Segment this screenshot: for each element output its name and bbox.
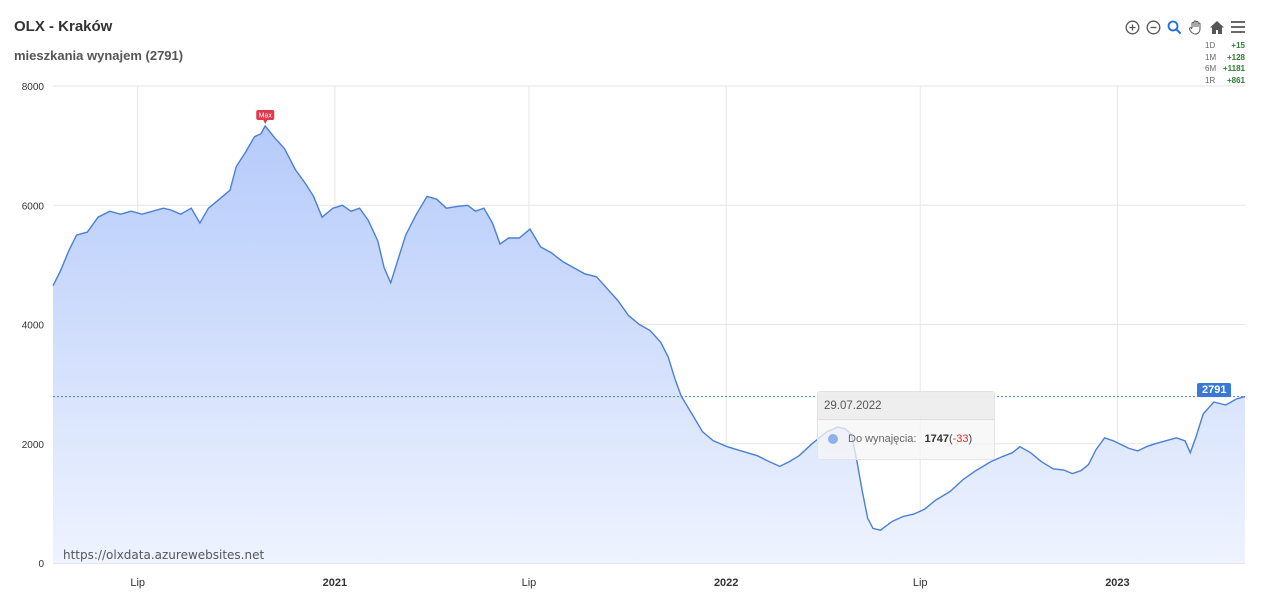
y-axis: 0 2000 4000 6000 8000 xyxy=(22,82,45,570)
period-label: 6M xyxy=(1205,64,1217,73)
menu-icon[interactable] xyxy=(1229,18,1246,36)
period-value: +1181 xyxy=(1222,64,1245,73)
data-tooltip: 29.07.2022 Do wynajęcia: 1747 (-33) xyxy=(817,391,995,460)
y-tick-label: 0 xyxy=(38,559,44,570)
y-tick-label: 4000 xyxy=(22,321,45,332)
period-changes: 1D +15 1M +128 6M +1181 1R +861 xyxy=(1205,40,1245,86)
y-tick-label: 8000 xyxy=(22,82,45,93)
period-value: +128 xyxy=(1226,52,1245,62)
period-change-row: 1M +128 xyxy=(1205,52,1245,64)
max-marker: Max xyxy=(256,109,275,124)
source-watermark: https://olxdata.azurewebsites.net xyxy=(63,548,265,562)
y-tick-label: 6000 xyxy=(22,201,45,212)
period-label: 1M xyxy=(1205,52,1217,62)
tooltip-label: Do wynajęcia: xyxy=(848,433,917,445)
last-value-badge: 2791 xyxy=(1197,383,1232,397)
chart-title: OLX - Kraków xyxy=(14,18,113,35)
period-value: +15 xyxy=(1231,41,1245,50)
x-tick-label: Lip xyxy=(522,577,537,589)
series-dot-icon xyxy=(828,434,838,444)
x-tick-label: 2023 xyxy=(1105,577,1129,589)
max-label-box xyxy=(256,109,275,120)
tooltip-date: 29.07.2022 xyxy=(818,392,994,420)
home-reset-icon[interactable] xyxy=(1208,18,1225,36)
zoom-out-icon[interactable] xyxy=(1145,18,1162,36)
tooltip-delta-open: ( xyxy=(948,433,953,445)
pan-hand-icon[interactable] xyxy=(1187,18,1204,36)
period-change-row: 6M +1181 xyxy=(1205,63,1245,75)
x-axis: Lip 2021 Lip 2022 Lip 2023 xyxy=(53,562,1245,589)
period-label: 1R xyxy=(1205,75,1216,85)
period-change-row: 1D +15 xyxy=(1205,40,1245,52)
max-pointer xyxy=(263,119,268,124)
series-area xyxy=(53,125,1245,564)
x-tick-label: 2022 xyxy=(714,577,738,589)
period-label: 1D xyxy=(1205,41,1216,50)
chart-toolbar xyxy=(1124,18,1246,36)
search-zoom-icon[interactable] xyxy=(1166,18,1183,36)
tooltip-delta-close: ) xyxy=(968,433,973,445)
series-line[interactable] xyxy=(52,124,1246,531)
zoom-in-icon[interactable] xyxy=(1124,18,1141,36)
tooltip-delta: -33 xyxy=(952,433,969,445)
period-change-row: 1R +861 xyxy=(1205,75,1245,87)
period-value: +861 xyxy=(1226,75,1245,85)
x-tick-label: Lip xyxy=(913,577,928,589)
max-label: Max xyxy=(259,112,273,119)
tooltip-value: 1747 xyxy=(924,433,949,445)
x-tick-label: Lip xyxy=(130,577,145,589)
tooltip-row: Do wynajęcia: 1747 (-33) xyxy=(818,433,994,445)
chart-subtitle: mieszkania wynajem (2791) xyxy=(14,48,184,63)
y-tick-label: 2000 xyxy=(22,440,45,451)
x-tick-label: 2021 xyxy=(323,577,347,589)
